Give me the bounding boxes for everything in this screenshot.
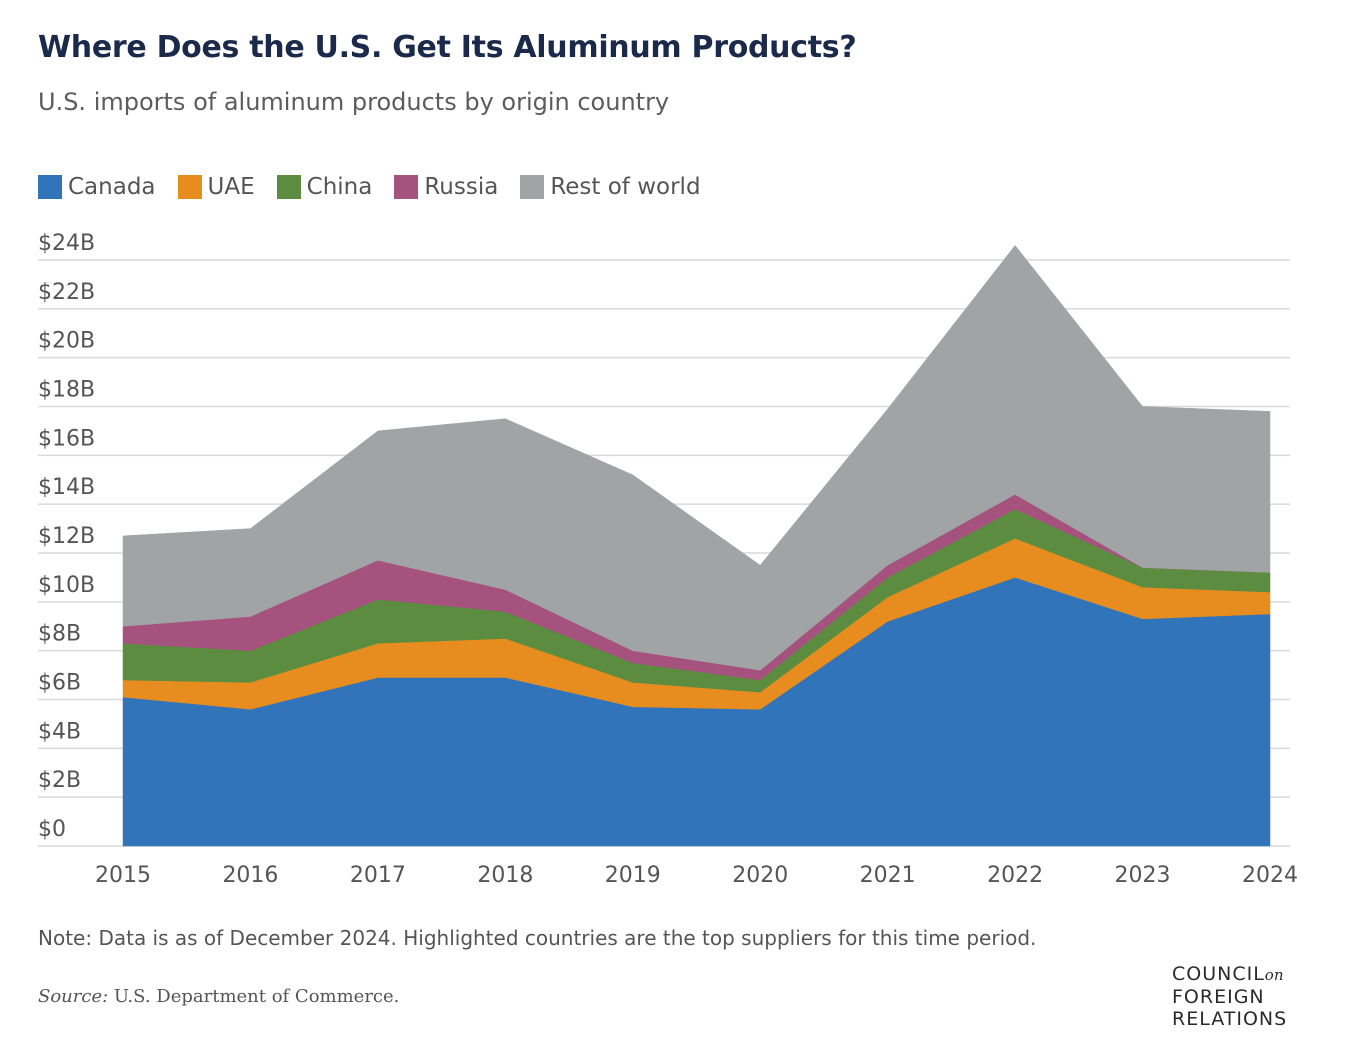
source-label: Source:	[38, 986, 109, 1007]
y-tick-label: $20B	[38, 329, 95, 354]
x-tick-label: 2021	[860, 863, 916, 888]
legend-label-canada: Canada	[68, 174, 156, 200]
legend-swatch-china	[276, 175, 301, 199]
y-tick-label: $16B	[38, 426, 95, 451]
legend-item-china: China	[276, 174, 373, 200]
cfr-logo: COUNCILon FOREIGN RELATIONS	[1172, 963, 1287, 1030]
legend-label-rest-of-world: Rest of world	[550, 174, 701, 200]
x-axis-ticks: 2015 2016 2017 2018 2019 2020 2021 2022 2023 2024	[95, 863, 1298, 888]
logo-line1-suffix: on	[1264, 966, 1284, 984]
chart-note: Note: Data is as of December 2024. Highl…	[38, 926, 1037, 950]
y-tick-label: $0	[38, 817, 66, 842]
legend-item-uae: UAE	[177, 174, 255, 200]
legend-swatch-rest-of-world	[520, 175, 545, 199]
y-tick-label: $8B	[38, 622, 81, 647]
y-tick-label: $2B	[38, 768, 81, 793]
x-tick-label: 2015	[95, 863, 151, 888]
logo-line1: COUNCIL	[1172, 963, 1265, 985]
x-tick-label: 2019	[605, 863, 661, 888]
x-tick-label: 2017	[350, 863, 406, 888]
legend-swatch-uae	[177, 175, 202, 199]
legend-label-uae: UAE	[207, 174, 255, 200]
legend-item-canada: Canada	[38, 174, 156, 200]
legend: Canada UAE China Russia Rest of world	[38, 174, 723, 200]
area-series	[122, 244, 1271, 847]
legend-label-china: China	[306, 174, 373, 200]
x-tick-label: 2023	[1115, 863, 1171, 888]
legend-item-russia: Russia	[394, 174, 498, 200]
chart-title: Where Does the U.S. Get Its Aluminum Pro…	[38, 30, 857, 65]
legend-swatch-canada	[38, 175, 62, 199]
logo-line2: FOREIGN	[1172, 986, 1265, 1008]
x-tick-label: 2016	[222, 863, 278, 888]
y-tick-label: $18B	[38, 378, 95, 403]
legend-swatch-russia	[394, 175, 419, 199]
y-tick-label: $4B	[38, 719, 81, 744]
x-tick-label: 2020	[732, 863, 788, 888]
y-tick-label: $12B	[38, 524, 95, 549]
x-tick-label: 2024	[1242, 863, 1298, 888]
logo-line3: RELATIONS	[1172, 1008, 1288, 1030]
chart-source: Source: U.S. Department of Commerce.	[38, 986, 399, 1007]
area-rest-of-world	[122, 244, 1271, 671]
source-text: U.S. Department of Commerce.	[108, 986, 400, 1007]
chart-subtitle: U.S. imports of aluminum products by ori…	[38, 88, 670, 116]
y-tick-label: $14B	[38, 475, 95, 500]
x-tick-label: 2022	[987, 863, 1043, 888]
y-axis-ticks: $0 $2B $4B $6B $8B $10B $12B $14B $16B $18B $20B $2…	[38, 231, 95, 842]
y-tick-label: $24B	[38, 231, 95, 256]
legend-item-rest-of-world: Rest of world	[520, 174, 701, 200]
legend-label-russia: Russia	[424, 174, 499, 200]
y-tick-label: $22B	[38, 280, 95, 305]
y-tick-label: $10B	[38, 573, 95, 598]
y-tick-label: $6B	[38, 671, 81, 696]
x-tick-label: 2018	[477, 863, 533, 888]
